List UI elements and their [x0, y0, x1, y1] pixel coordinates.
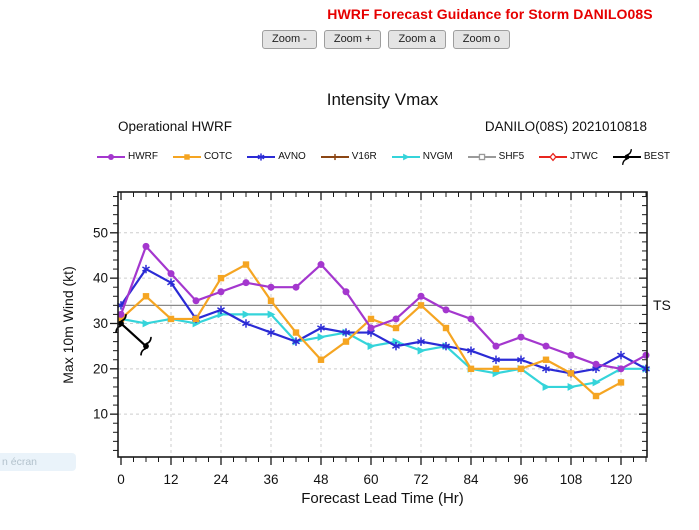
chart-subtitle-model: Operational HWRF	[118, 119, 233, 134]
legend-marker-v16r	[320, 153, 349, 160]
legend-item-cotc: COTC	[172, 148, 232, 166]
ts-threshold-label: TS	[653, 297, 671, 313]
legend-label-cotc: COTC	[203, 151, 233, 162]
fullscreen-hint: n écran	[0, 453, 76, 471]
y-tick-label: 20	[93, 361, 108, 376]
legend-marker-avno	[247, 152, 276, 161]
x-tick-label: 72	[413, 472, 428, 487]
legend-label-best: BEST	[643, 151, 670, 162]
chart-subtitle-storm: DANILO(08S) 2021010818	[484, 119, 647, 134]
x-tick-label: 0	[117, 472, 125, 487]
legend-item-shf5: SHF5	[467, 148, 525, 166]
legend-label-jtwc: JTWC	[570, 151, 598, 162]
y-tick-label: 30	[93, 316, 108, 331]
page-title: HWRF Forecast Guidance for Storm DANILO0…	[327, 6, 653, 22]
x-axis-title: Forecast Lead Time (Hr)	[301, 490, 464, 507]
x-tick-label: 24	[213, 472, 229, 487]
x-tick-label: 36	[263, 472, 278, 487]
x-tick-label: 108	[560, 472, 583, 487]
plot-gridlines	[118, 192, 647, 457]
zoom-original-button[interactable]: Zoom o	[452, 30, 511, 49]
legend-item-jtwc: JTWC	[538, 148, 598, 166]
legend-item-best: BEST	[612, 148, 670, 166]
legend-item-v16r: V16R	[320, 148, 377, 166]
x-tick-label: 60	[363, 472, 378, 487]
legend-label-hwrf: HWRF	[128, 151, 158, 162]
plot-frame	[117, 191, 648, 458]
series-hwrf	[117, 242, 650, 373]
plot-ticks	[110, 192, 647, 465]
zoom-out-button[interactable]: Zoom -	[262, 30, 317, 49]
legend-item-hwrf: HWRF	[96, 148, 158, 166]
legend-marker-shf5	[467, 153, 496, 160]
legend-label-avno: AVNO	[278, 151, 306, 162]
x-tick-label: 84	[463, 472, 479, 487]
legend-label-shf5: SHF5	[498, 151, 525, 162]
y-tick-label: 50	[93, 225, 108, 240]
legend-marker-jtwc	[539, 152, 568, 161]
x-tick-label: 96	[513, 472, 528, 487]
legend-marker-cotc	[172, 153, 201, 160]
zoom-toolbar: Zoom - Zoom + Zoom a Zoom o	[262, 30, 511, 49]
legend-marker-best	[612, 148, 641, 165]
legend-marker-hwrf	[97, 153, 125, 160]
series-avno	[117, 264, 650, 378]
chart-legend: HWRF COTC AVNO V16R NVGM SHF5 JTWC BEST	[96, 148, 670, 165]
x-tick-label: 120	[610, 472, 633, 487]
legend-label-v16r: V16R	[351, 151, 377, 162]
series-cotc	[117, 261, 625, 400]
legend-marker-nvgm	[391, 153, 420, 160]
y-axis-title: Max 10m Wind (kt)	[60, 266, 76, 384]
zoom-all-button[interactable]: Zoom a	[388, 30, 446, 49]
series-best	[115, 314, 152, 356]
y-tick-label: 40	[93, 271, 108, 286]
x-tick-label: 12	[163, 472, 178, 487]
legend-label-nvgm: NVGM	[422, 151, 453, 162]
legend-item-nvgm: NVGM	[391, 148, 453, 166]
y-tick-label: 10	[93, 407, 108, 422]
chart-title: Intensity Vmax	[326, 90, 439, 109]
x-tick-label: 48	[313, 472, 328, 487]
legend-item-avno: AVNO	[246, 148, 306, 166]
zoom-in-button[interactable]: Zoom +	[323, 30, 382, 49]
